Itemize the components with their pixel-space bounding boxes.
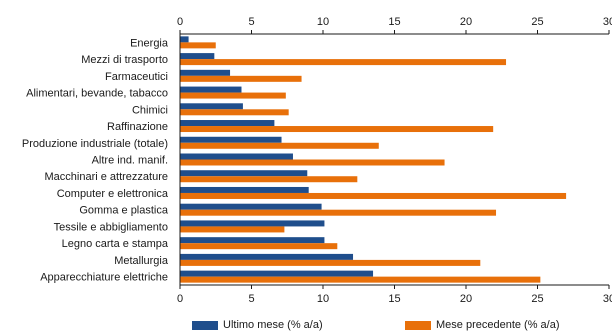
legend-label-ultimo-mese: Ultimo mese (% a/a) [223, 319, 323, 331]
bar-mese-precedente-7 [180, 159, 445, 166]
bar-ultimo-mese-9 [180, 186, 309, 193]
bar-mese-precedente-2 [180, 75, 302, 82]
bar-mese-precedente-4 [180, 109, 289, 116]
category-label: Mezzi di trasporto [81, 54, 168, 66]
category-label: Farmaceutici [105, 71, 168, 83]
bar-ultimo-mese-10 [180, 203, 322, 210]
top-tick-label: 15 [388, 16, 400, 28]
top-tick-label: 5 [248, 16, 254, 28]
bottom-tick-label: 30 [603, 293, 612, 305]
legend-label-mese-precedente: Mese precedente (% a/a) [436, 319, 560, 331]
bar-ultimo-mese-6 [180, 136, 282, 143]
category-label: Metallurgia [114, 255, 169, 267]
bar-ultimo-mese-13 [180, 253, 354, 260]
bottom-tick-label: 10 [317, 293, 329, 305]
bar-mese-precedente-14 [180, 276, 541, 283]
top-tick-label: 10 [317, 16, 329, 28]
category-label: Apparecchiature elettriche [40, 272, 168, 284]
category-label: Computer e elettronica [57, 188, 169, 200]
bar-ultimo-mese-4 [180, 103, 243, 110]
top-tick-label: 20 [460, 16, 472, 28]
bar-ultimo-mese-11 [180, 220, 325, 227]
bottom-tick-label: 20 [460, 293, 472, 305]
bar-mese-precedente-1 [180, 59, 507, 66]
bar-mese-precedente-12 [180, 243, 338, 250]
top-tick-label: 0 [177, 16, 183, 28]
bar-mese-precedente-11 [180, 226, 285, 233]
legend-item-ultimo-mese: Ultimo mese (% a/a) [192, 318, 323, 332]
bar-ultimo-mese-1 [180, 53, 215, 60]
bar-ultimo-mese-8 [180, 170, 308, 177]
bottom-tick-label: 15 [388, 293, 400, 305]
top-tick-label: 30 [603, 16, 612, 28]
category-label: Produzione industriale (totale) [22, 138, 168, 150]
bar-mese-precedente-13 [180, 259, 481, 266]
legend-swatch-ultimo-mese [192, 320, 218, 330]
bar-mese-precedente-5 [180, 126, 494, 133]
bar-ultimo-mese-3 [180, 86, 242, 93]
category-label: Raffinazione [107, 121, 168, 133]
bar-mese-precedente-10 [180, 209, 497, 216]
bar-ultimo-mese-0 [180, 36, 189, 43]
bar-mese-precedente-6 [180, 142, 379, 149]
category-label: Chimici [132, 104, 168, 116]
category-label: Energia [130, 37, 169, 49]
category-label: Alimentari, bevande, tabacco [26, 88, 168, 100]
bar-ultimo-mese-2 [180, 69, 231, 76]
category-label: Legno carta e stampa [62, 238, 169, 250]
legend-item-mese-precedente: Mese precedente (% a/a) [405, 318, 560, 332]
category-label: Macchinari e attrezzature [45, 171, 169, 183]
category-label: Tessile e abbigliamento [54, 221, 168, 233]
bar-ultimo-mese-7 [180, 153, 293, 160]
bar-mese-precedente-3 [180, 92, 286, 99]
bottom-tick-label: 25 [531, 293, 543, 305]
bar-mese-precedente-9 [180, 192, 567, 199]
bottom-tick-label: 0 [177, 293, 183, 305]
category-label: Gomma e plastica [79, 205, 169, 217]
bottom-tick-label: 5 [248, 293, 254, 305]
category-label: Altre ind. manif. [92, 155, 168, 167]
legend-swatch-mese-precedente [405, 320, 431, 330]
bar-mese-precedente-0 [180, 42, 216, 49]
bar-ultimo-mese-12 [180, 237, 325, 244]
bar-mese-precedente-8 [180, 176, 358, 183]
bar-ultimo-mese-14 [180, 270, 374, 277]
top-tick-label: 25 [531, 16, 543, 28]
bar-ultimo-mese-5 [180, 120, 275, 127]
